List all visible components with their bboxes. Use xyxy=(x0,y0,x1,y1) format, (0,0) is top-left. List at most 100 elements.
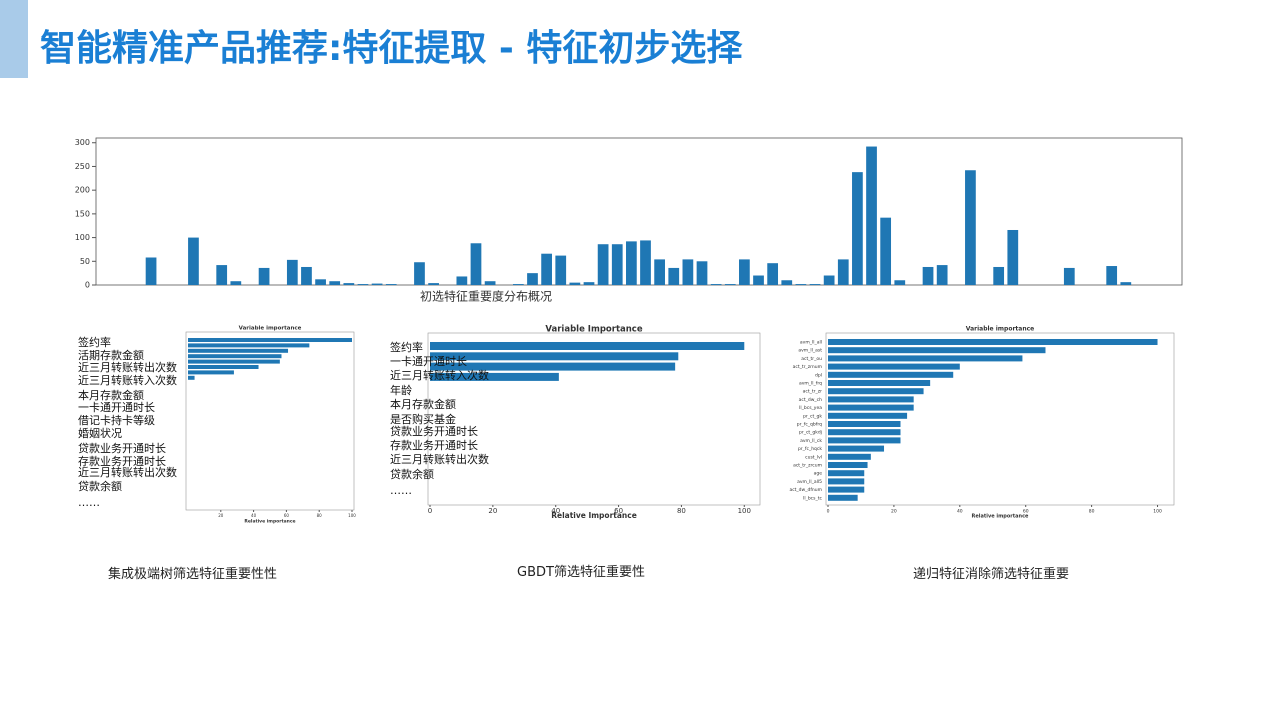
bar xyxy=(430,342,745,350)
bar xyxy=(430,362,676,371)
y-tick-label: avm_ll_ck xyxy=(800,438,822,444)
bar xyxy=(880,217,892,285)
header-accent xyxy=(0,0,28,78)
x-tick-label: 100 xyxy=(348,513,356,518)
bar xyxy=(414,262,425,285)
bar xyxy=(188,343,310,348)
bar xyxy=(809,284,821,285)
bar xyxy=(828,486,865,493)
bar xyxy=(682,259,694,285)
bar xyxy=(828,437,901,444)
x-tick-label: 0 xyxy=(827,509,830,515)
bar xyxy=(710,284,722,285)
bar xyxy=(188,237,199,285)
bar xyxy=(527,273,538,285)
y-tick-label: 100 xyxy=(75,233,90,242)
y-tick-label: act_dw_ch xyxy=(799,397,823,403)
bar xyxy=(258,267,270,285)
bar xyxy=(739,259,750,285)
bar xyxy=(724,284,736,285)
x-tick-label: 80 xyxy=(677,507,686,515)
feature-label: 贷款业务开通时长 xyxy=(390,424,478,438)
bar xyxy=(512,284,524,285)
y-tick-label: act_tr_ou xyxy=(801,356,822,362)
bar xyxy=(583,282,595,285)
bar xyxy=(828,445,885,452)
feature-label: 存款业务开通时长 xyxy=(78,454,166,468)
bar xyxy=(828,404,914,411)
feature-label: 近三月转账转入次数 xyxy=(78,373,177,387)
y-tick-label: 0 xyxy=(85,281,90,290)
feature-label: 借记卡持卡等级 xyxy=(78,413,155,427)
bar xyxy=(611,244,623,285)
feature-label: 近三月转账转出次数 xyxy=(78,465,177,479)
x-tick-label: 80 xyxy=(1089,509,1095,515)
feature-label: 婚姻状况 xyxy=(78,426,122,440)
chart-title: Variable importance xyxy=(239,326,302,332)
bar xyxy=(470,243,482,285)
x-axis-label: Relative importance xyxy=(972,514,1030,520)
bar xyxy=(456,276,468,285)
y-tick-label: 300 xyxy=(75,138,90,147)
feature-label: …… xyxy=(78,496,100,509)
bar xyxy=(654,259,665,285)
x-tick-label: 20 xyxy=(218,513,224,518)
chart-title: 初选特征重要度分布概况 xyxy=(420,289,552,304)
bar xyxy=(541,253,552,285)
x-tick-label: 0 xyxy=(428,507,432,515)
y-tick-label: 50 xyxy=(80,257,90,266)
y-tick-label: pr_ct_gk xyxy=(803,413,822,419)
feature-label: 近三月转账转入次数 xyxy=(390,368,489,382)
bar xyxy=(828,453,871,460)
feature-label: 近三月转账转出次数 xyxy=(390,452,489,466)
feature-label: 本月存款金额 xyxy=(78,388,144,402)
bar xyxy=(484,281,496,285)
bar xyxy=(315,279,326,285)
y-tick-label: pr_ct_gkdj xyxy=(799,430,822,436)
y-tick-label: pr_fc_hqck xyxy=(798,446,822,452)
bar xyxy=(753,275,764,285)
x-tick-label: 100 xyxy=(1153,509,1162,515)
x-tick-label: 60 xyxy=(1023,509,1029,515)
bar xyxy=(430,372,559,381)
x-tick-label: 60 xyxy=(284,513,290,518)
slide-title: 智能精准产品推荐:特征提取 - 特征初步选择 xyxy=(40,28,743,69)
y-tick-label: act_tr_zr xyxy=(803,389,822,395)
bar xyxy=(640,240,651,285)
feature-label: 一卡通开通时长 xyxy=(390,355,467,368)
x-tick-label: 40 xyxy=(957,509,963,515)
bar xyxy=(555,255,567,285)
bar xyxy=(569,282,581,285)
bar xyxy=(301,266,312,285)
y-tick-label: act_tr_zrnum xyxy=(793,364,822,370)
bar xyxy=(828,478,865,485)
y-tick-label: avm_ll_all5 xyxy=(797,479,822,485)
bar xyxy=(230,281,242,285)
bar xyxy=(936,265,948,285)
bar xyxy=(922,266,934,285)
chart-title: Variable importance xyxy=(966,326,1034,333)
bar xyxy=(343,283,355,285)
bar xyxy=(145,257,157,285)
bar xyxy=(1120,282,1132,285)
caption: 集成极端树筛选特征重要性性 xyxy=(108,567,278,582)
y-tick-label: avm_ll_ast xyxy=(798,348,822,354)
bar xyxy=(767,263,779,285)
feature-label: 活期存款金额 xyxy=(78,348,144,362)
bar xyxy=(828,371,954,378)
bar xyxy=(828,421,901,427)
feature-label: 贷款余额 xyxy=(78,479,122,493)
caption: 递归特征消除筛选特征重要 xyxy=(913,567,1070,582)
x-tick-label: 20 xyxy=(488,507,497,515)
x-axis-label: Relative importance xyxy=(244,519,295,525)
y-tick-label: avm_ll_all xyxy=(800,340,822,346)
bar xyxy=(828,363,960,370)
bar xyxy=(329,281,341,285)
feature-label: 本月存款金额 xyxy=(390,397,456,411)
bar xyxy=(828,339,1158,345)
y-tick-label: 250 xyxy=(75,162,90,171)
chart-title: Variable Importance xyxy=(545,325,642,335)
bar xyxy=(430,352,679,361)
x-tick-label: 20 xyxy=(891,509,897,515)
